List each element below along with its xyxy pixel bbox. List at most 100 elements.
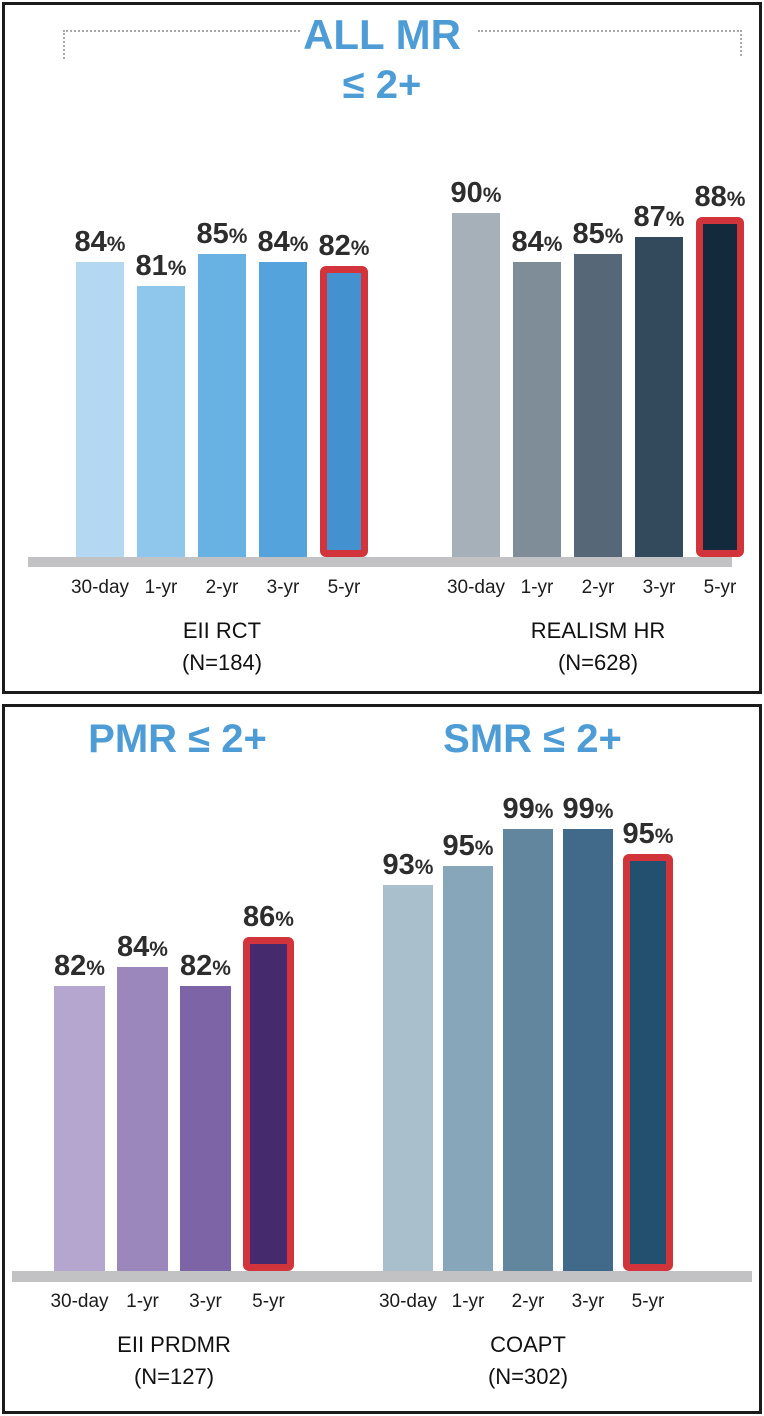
bar-column: 95% 5-yr (622, 818, 674, 1313)
group-name: EII PRDMR (117, 1332, 231, 1357)
bar-value-label: 88% (694, 181, 746, 213)
bar (54, 986, 105, 1271)
bar-column: 99% 2-yr (502, 793, 554, 1313)
group-n-label: (N=302) (487, 1363, 569, 1389)
panel-title-smr: SMR ≤ 2+ (443, 717, 622, 761)
bar (635, 237, 683, 557)
bar-value-label: 84% (117, 931, 168, 963)
bar-value-label: 86% (243, 901, 294, 933)
x-tick-label: 1-yr (520, 577, 554, 598)
bar (443, 866, 493, 1271)
bar-column: 84% 3-yr (257, 226, 309, 599)
bar-value-label: 81% (135, 250, 187, 282)
bar-column: 95% 1-yr (442, 830, 494, 1313)
bracket-right (478, 30, 742, 56)
x-tick-label: 2-yr (205, 577, 239, 598)
bar (117, 967, 168, 1271)
group-caption: COAPT (N=302) (488, 1329, 568, 1393)
bar (180, 986, 231, 1271)
bar (574, 254, 622, 557)
bar-column: 99% 3-yr (562, 793, 614, 1313)
bar-value-label: 95% (442, 830, 494, 862)
panel-title-all-mr: ALL MR (303, 11, 461, 58)
bar (563, 829, 613, 1271)
baseline-axis (28, 557, 732, 567)
bar-group-coapt: 93% 30-day 95% 1-yr 99% 2-yr 99% 3-yr 95% 5-yr COA… (379, 793, 674, 1389)
group-caption: REALISM HR (N=628) (531, 615, 665, 679)
bar-group-eii-rct: 84% 30-day 81% 1-yr 85% 2-yr 84% 3-yr 82% 5-yr EII… (71, 218, 370, 675)
bracket-left (63, 30, 300, 59)
bar-column: 88% 5-yr (694, 181, 746, 599)
bar (259, 262, 307, 557)
group-caption: EII PRDMR (N=127) (117, 1329, 231, 1393)
bar-value-label: 82% (318, 230, 370, 262)
group-n-label: (N=127) (133, 1363, 215, 1389)
bar-highlighted (623, 854, 673, 1271)
x-tick-label: 2-yr (511, 1291, 545, 1312)
bar-value-label: 84% (257, 226, 309, 258)
bar-value-label: 95% (622, 818, 674, 850)
bar-column: 82% 5-yr (318, 230, 370, 599)
x-tick-label: 30-day (446, 577, 506, 598)
bar-value-label: 99% (502, 793, 554, 825)
bar (137, 286, 185, 557)
x-tick-label: 3-yr (266, 577, 300, 598)
bar-column: 84% 1-yr (511, 226, 563, 599)
group-caption: EII RCT (N=184) (182, 615, 262, 679)
bar-value-label: 87% (633, 201, 685, 233)
x-tick-label: 3-yr (571, 1291, 605, 1312)
x-tick-label: 5-yr (327, 577, 361, 598)
x-tick-label: 30-day (70, 577, 130, 598)
x-tick-label: 3-yr (642, 577, 676, 598)
x-tick-label: 1-yr (126, 1291, 159, 1312)
bar-column: 84% 1-yr (117, 931, 168, 1312)
bar-column: 86% 5-yr (243, 901, 294, 1312)
bar (513, 262, 561, 557)
bar-value-label: 99% (562, 793, 614, 825)
bar-value-label: 82% (54, 950, 105, 982)
bar-column: 82% 3-yr (180, 950, 231, 1312)
group-n-label: (N=184) (181, 649, 263, 675)
bar-value-label: 90% (450, 177, 502, 209)
bar-column: 84% 30-day (71, 226, 129, 599)
bar-column: 87% 3-yr (633, 201, 685, 599)
bar-value-label: 85% (196, 218, 248, 250)
panel-title-pmr: PMR ≤ 2+ (88, 717, 267, 761)
bar-group-realism-hr: 90% 30-day 84% 1-yr 85% 2-yr 87% 3-yr 88% 5-yr REA… (447, 177, 746, 675)
bar-column: 81% 1-yr (135, 250, 187, 599)
x-tick-label: 30-day (378, 1291, 438, 1312)
bar-highlighted (243, 937, 294, 1271)
group-n-label: (N=628) (557, 649, 639, 675)
x-tick-label: 30-day (50, 1291, 109, 1312)
bar-value-label: 85% (572, 218, 624, 250)
x-tick-label: 1-yr (451, 1291, 485, 1312)
baseline-axis (12, 1271, 752, 1282)
bar-column: 85% 2-yr (196, 218, 248, 599)
bar-value-label: 93% (382, 849, 434, 881)
group-name: EII RCT (182, 618, 262, 643)
bar-value-label: 84% (74, 226, 126, 258)
panel-all-mr: ALL MR ≤ 2+ 84% 30-day 81% 1-yr 85% 2-yr 84% 3-… (2, 2, 762, 694)
bar-column: 93% 30-day (379, 849, 437, 1313)
bar-value-label: 82% (180, 950, 231, 982)
bar (198, 254, 246, 557)
panel-pmr-smr: PMR ≤ 2+ SMR ≤ 2+ 82% 30-day 84% 1-yr 82% 3-y… (2, 704, 762, 1414)
bar-highlighted (320, 266, 368, 557)
bar (76, 262, 124, 557)
bar (383, 885, 433, 1271)
bar (452, 213, 500, 557)
x-tick-label: 3-yr (189, 1291, 222, 1312)
group-name: REALISM HR (530, 618, 666, 643)
bar-value-label: 84% (511, 226, 563, 258)
group-name: COAPT (490, 1332, 566, 1357)
bar-highlighted (696, 217, 744, 557)
x-tick-label: 5-yr (703, 577, 737, 598)
x-tick-label: 5-yr (252, 1291, 285, 1312)
x-tick-label: 5-yr (631, 1291, 665, 1312)
panel-title-le-2plus: ≤ 2+ (342, 63, 422, 107)
bar-column: 90% 30-day (447, 177, 505, 599)
bar-column: 85% 2-yr (572, 218, 624, 599)
bar-column: 82% 30-day (50, 950, 108, 1313)
x-tick-label: 1-yr (144, 577, 178, 598)
bar (503, 829, 553, 1271)
